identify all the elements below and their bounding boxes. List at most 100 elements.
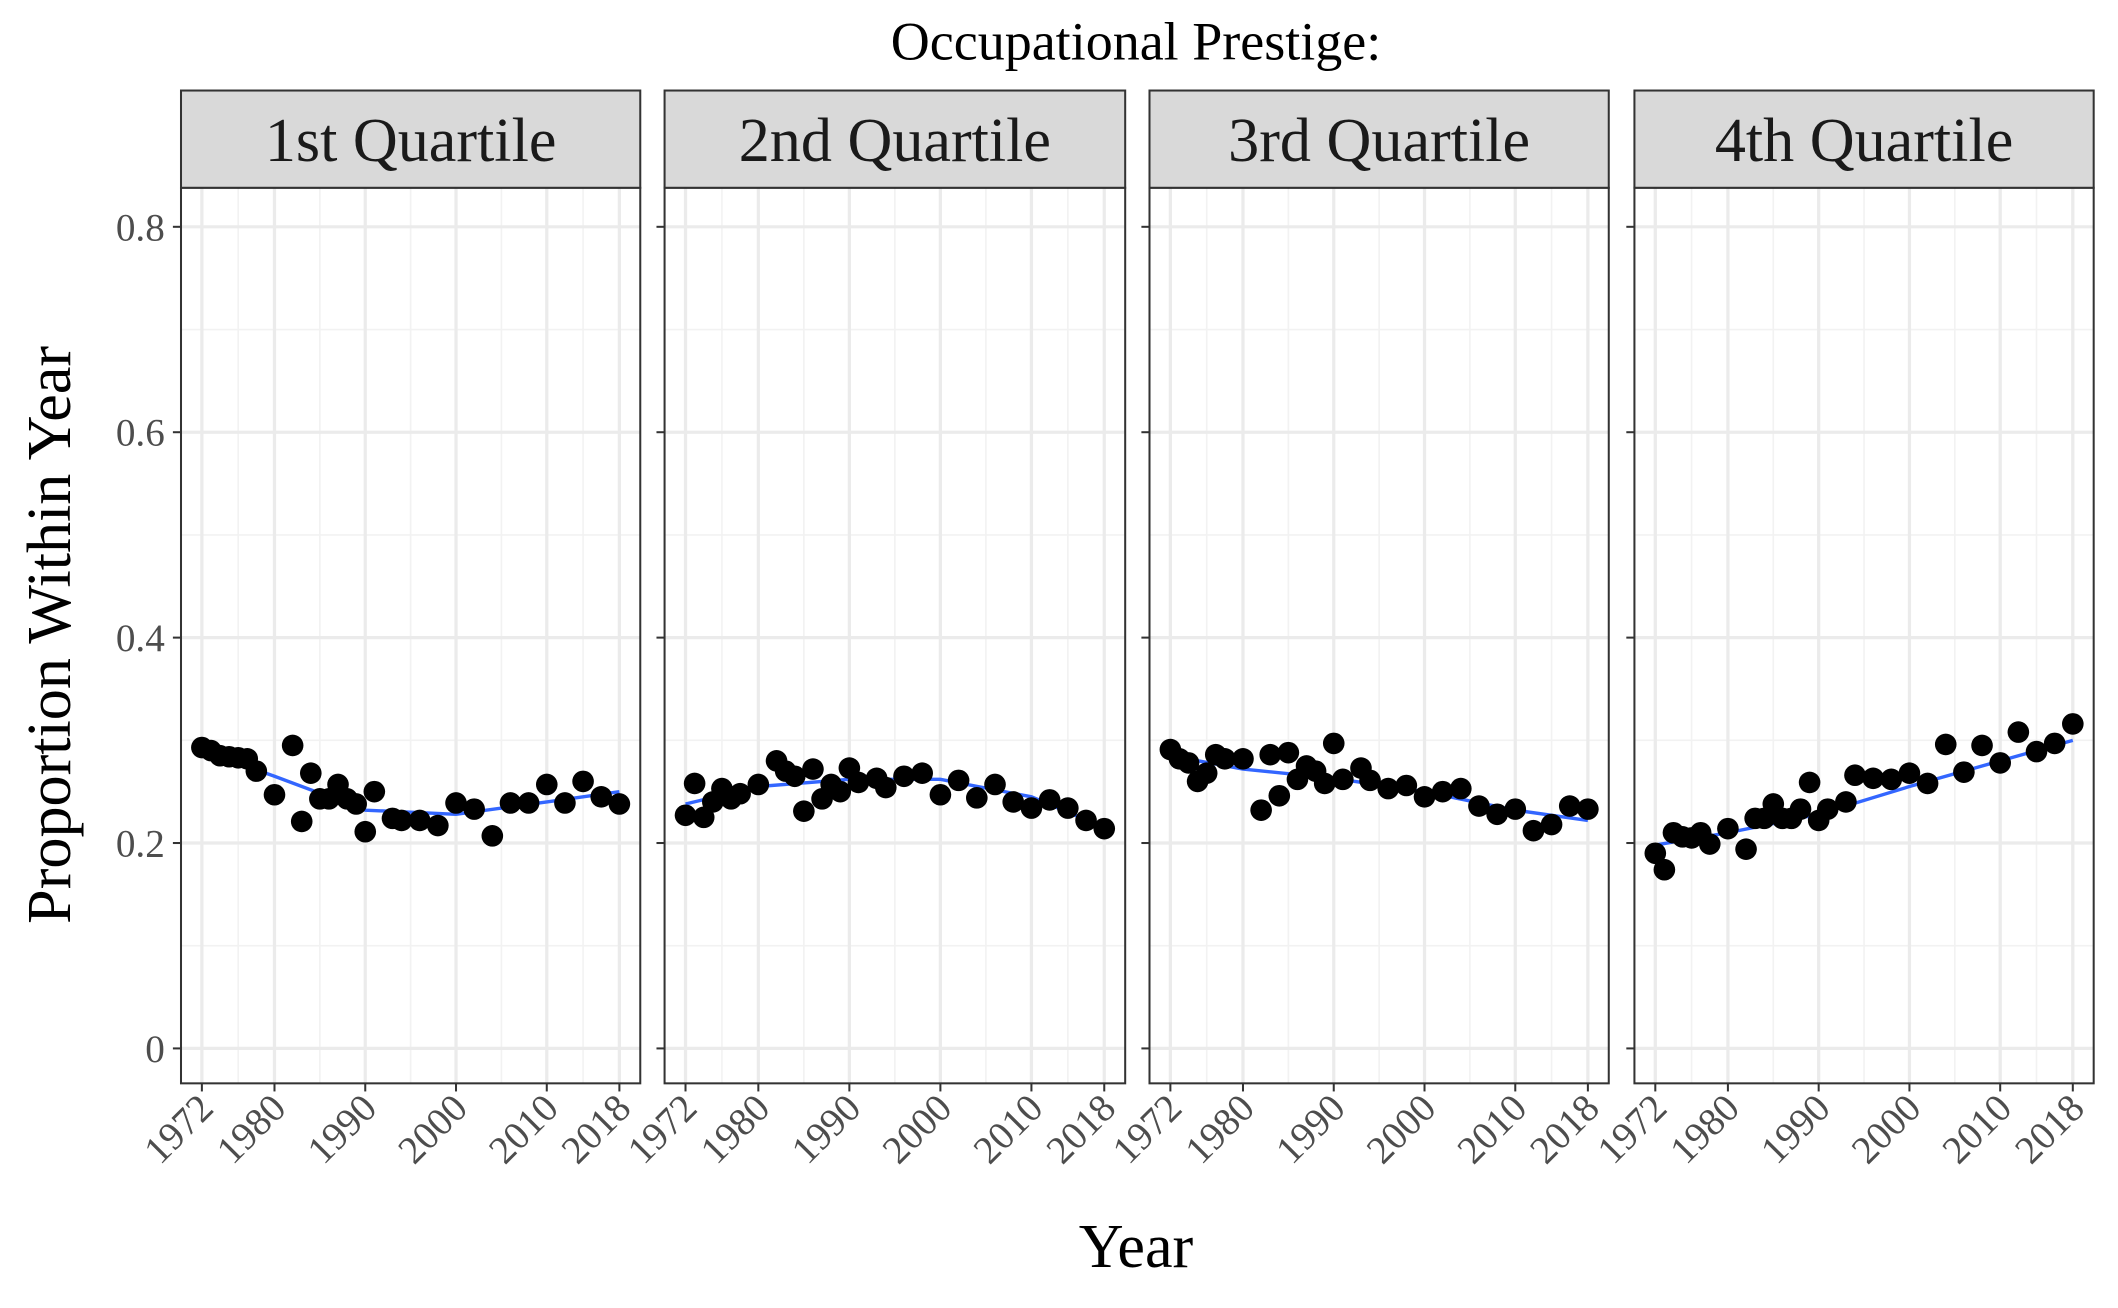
x-tick-label: 1972 [1104, 1086, 1190, 1172]
point [1798, 771, 1821, 794]
x-tick-label: 2000 [1359, 1086, 1445, 1172]
x-tick-label: 1972 [1589, 1086, 1675, 1172]
point [1450, 777, 1472, 800]
x-tick-label: 2010 [1449, 1086, 1535, 1172]
point [427, 814, 449, 837]
x-tick-label: 1980 [1177, 1086, 1263, 1172]
point [729, 782, 751, 805]
point [1816, 798, 1839, 820]
x-tick-label: 1980 [209, 1086, 295, 1172]
x-tick-label: 2000 [874, 1086, 960, 1172]
strip [663, 89, 1127, 189]
point [2025, 740, 2048, 763]
point [345, 793, 367, 815]
point [1259, 743, 1282, 766]
point [1558, 795, 1581, 817]
point [354, 820, 377, 843]
point [1214, 747, 1236, 770]
y-axis-label: Proportion Within Year [16, 346, 84, 924]
y-tick-label: 0.8 [116, 206, 165, 249]
point [535, 773, 558, 796]
point [747, 773, 770, 796]
point [463, 798, 485, 820]
point [1934, 733, 1957, 756]
x-tick-label: 2018 [1038, 1086, 1124, 1172]
point [1522, 819, 1545, 842]
point [893, 765, 915, 788]
point [1953, 761, 1975, 783]
point [1038, 789, 1061, 811]
point [517, 792, 540, 814]
point [966, 787, 988, 809]
point [363, 780, 386, 803]
point [783, 765, 806, 788]
strip [1148, 89, 1610, 189]
x-tick-label: 2010 [966, 1086, 1052, 1172]
point [2062, 713, 2084, 735]
point [1395, 774, 1418, 797]
point [1916, 772, 1939, 795]
point [390, 809, 413, 832]
point [1898, 762, 1921, 784]
point [1486, 803, 1508, 826]
point [263, 783, 286, 806]
strip-label: 2nd Quartile [739, 107, 1051, 175]
point [1377, 777, 1400, 800]
strip-label: 1st Quartile [265, 107, 557, 175]
y-tick-label: 0.6 [116, 412, 165, 455]
point [572, 770, 594, 793]
point [1002, 791, 1025, 813]
point [947, 769, 970, 792]
point [911, 762, 933, 784]
point [445, 792, 467, 814]
point [1717, 817, 1739, 840]
point [1504, 798, 1527, 820]
point [984, 773, 1006, 796]
point [1177, 752, 1200, 774]
point [299, 762, 322, 784]
x-axis-label: Year [1079, 1213, 1194, 1281]
point [847, 771, 870, 794]
point [1989, 752, 2012, 774]
y-tick-label: 0 [145, 1028, 165, 1071]
point [1735, 838, 1757, 860]
point [1971, 734, 1993, 757]
point [1075, 809, 1097, 832]
x-tick-label: 2010 [1934, 1086, 2020, 1172]
point [1644, 842, 1667, 865]
x-tick-label: 1990 [1753, 1086, 1839, 1172]
point [1250, 799, 1272, 821]
point [1835, 791, 1857, 813]
y-tick-label: 0.2 [116, 823, 165, 866]
point [290, 810, 313, 833]
point [1698, 833, 1721, 855]
point [590, 785, 613, 808]
chart-title: Occupational Prestige: [891, 11, 1382, 71]
x-tick-label: 2000 [1844, 1086, 1930, 1172]
point [499, 792, 522, 814]
point [1232, 747, 1254, 770]
x-tick-label: 2000 [390, 1086, 476, 1172]
strip [1633, 89, 2095, 189]
point [1277, 741, 1300, 764]
point [1313, 772, 1336, 795]
point [1468, 795, 1490, 817]
point [2043, 732, 2066, 755]
point [2007, 721, 2030, 743]
x-tick-label: 1990 [783, 1086, 869, 1172]
point [674, 804, 697, 827]
point [874, 776, 897, 799]
point [1577, 798, 1599, 820]
x-tick-label: 1980 [1662, 1086, 1748, 1172]
point [245, 760, 268, 782]
y-tick-label: 0.4 [116, 617, 165, 660]
point [554, 792, 576, 814]
point [1322, 732, 1345, 755]
strip-label: 4th Quartile [1715, 107, 2013, 175]
point [683, 772, 706, 795]
point [793, 800, 815, 822]
point [481, 825, 504, 847]
x-tick-label: 1972 [620, 1086, 706, 1172]
point [929, 783, 952, 806]
